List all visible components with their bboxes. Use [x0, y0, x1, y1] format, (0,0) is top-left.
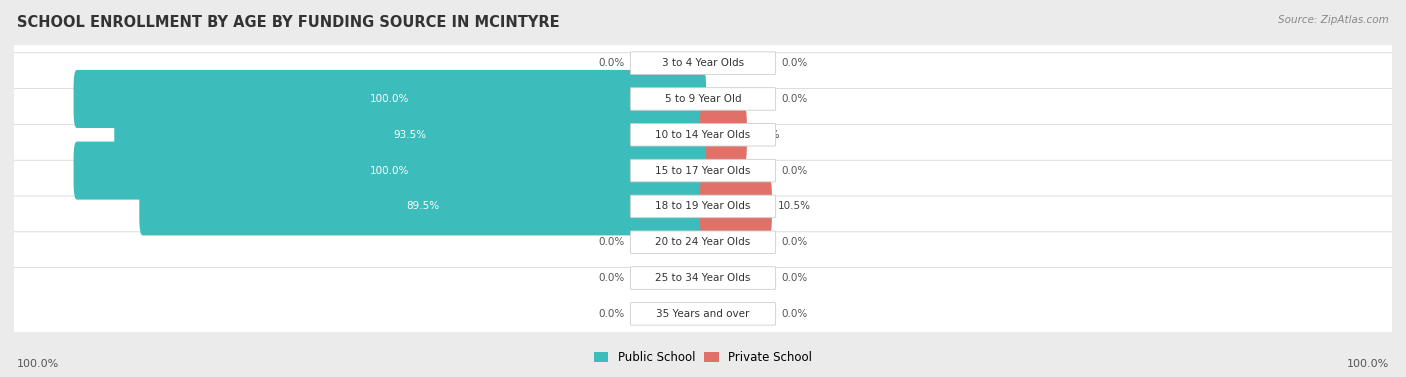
Text: 6.5%: 6.5% [754, 130, 779, 140]
FancyBboxPatch shape [73, 142, 706, 199]
FancyBboxPatch shape [8, 160, 1398, 253]
Text: 100.0%: 100.0% [370, 94, 409, 104]
FancyBboxPatch shape [630, 303, 776, 325]
Text: 10.5%: 10.5% [778, 201, 811, 211]
FancyBboxPatch shape [8, 53, 1398, 145]
Text: 5 to 9 Year Old: 5 to 9 Year Old [665, 94, 741, 104]
Text: 100.0%: 100.0% [370, 166, 409, 176]
Text: 0.0%: 0.0% [782, 273, 807, 283]
Text: Source: ZipAtlas.com: Source: ZipAtlas.com [1278, 15, 1389, 25]
Text: 89.5%: 89.5% [406, 201, 439, 211]
FancyBboxPatch shape [73, 70, 706, 128]
Text: 18 to 19 Year Olds: 18 to 19 Year Olds [655, 201, 751, 211]
Legend: Public School, Private School: Public School, Private School [589, 346, 817, 369]
FancyBboxPatch shape [139, 178, 706, 235]
Text: 0.0%: 0.0% [599, 273, 624, 283]
FancyBboxPatch shape [8, 124, 1398, 217]
Text: 3 to 4 Year Olds: 3 to 4 Year Olds [662, 58, 744, 68]
Text: 0.0%: 0.0% [599, 237, 624, 247]
FancyBboxPatch shape [630, 88, 776, 110]
FancyBboxPatch shape [8, 89, 1398, 181]
FancyBboxPatch shape [8, 17, 1398, 109]
Text: 20 to 24 Year Olds: 20 to 24 Year Olds [655, 237, 751, 247]
FancyBboxPatch shape [700, 106, 747, 164]
FancyBboxPatch shape [114, 106, 706, 164]
Text: 10 to 14 Year Olds: 10 to 14 Year Olds [655, 130, 751, 140]
FancyBboxPatch shape [630, 195, 776, 218]
FancyBboxPatch shape [8, 268, 1398, 360]
Text: 0.0%: 0.0% [782, 237, 807, 247]
Text: 25 to 34 Year Olds: 25 to 34 Year Olds [655, 273, 751, 283]
Text: 15 to 17 Year Olds: 15 to 17 Year Olds [655, 166, 751, 176]
Text: 100.0%: 100.0% [1347, 359, 1389, 369]
FancyBboxPatch shape [700, 178, 772, 235]
FancyBboxPatch shape [630, 159, 776, 182]
FancyBboxPatch shape [8, 232, 1398, 324]
FancyBboxPatch shape [630, 231, 776, 253]
Text: 0.0%: 0.0% [599, 309, 624, 319]
Text: 0.0%: 0.0% [782, 58, 807, 68]
Text: 0.0%: 0.0% [782, 94, 807, 104]
Text: 0.0%: 0.0% [782, 309, 807, 319]
Text: 100.0%: 100.0% [17, 359, 59, 369]
Text: 93.5%: 93.5% [394, 130, 427, 140]
FancyBboxPatch shape [8, 196, 1398, 288]
Text: SCHOOL ENROLLMENT BY AGE BY FUNDING SOURCE IN MCINTYRE: SCHOOL ENROLLMENT BY AGE BY FUNDING SOUR… [17, 15, 560, 30]
Text: 35 Years and over: 35 Years and over [657, 309, 749, 319]
FancyBboxPatch shape [630, 124, 776, 146]
FancyBboxPatch shape [630, 267, 776, 289]
Text: 0.0%: 0.0% [599, 58, 624, 68]
FancyBboxPatch shape [630, 52, 776, 74]
Text: 0.0%: 0.0% [782, 166, 807, 176]
